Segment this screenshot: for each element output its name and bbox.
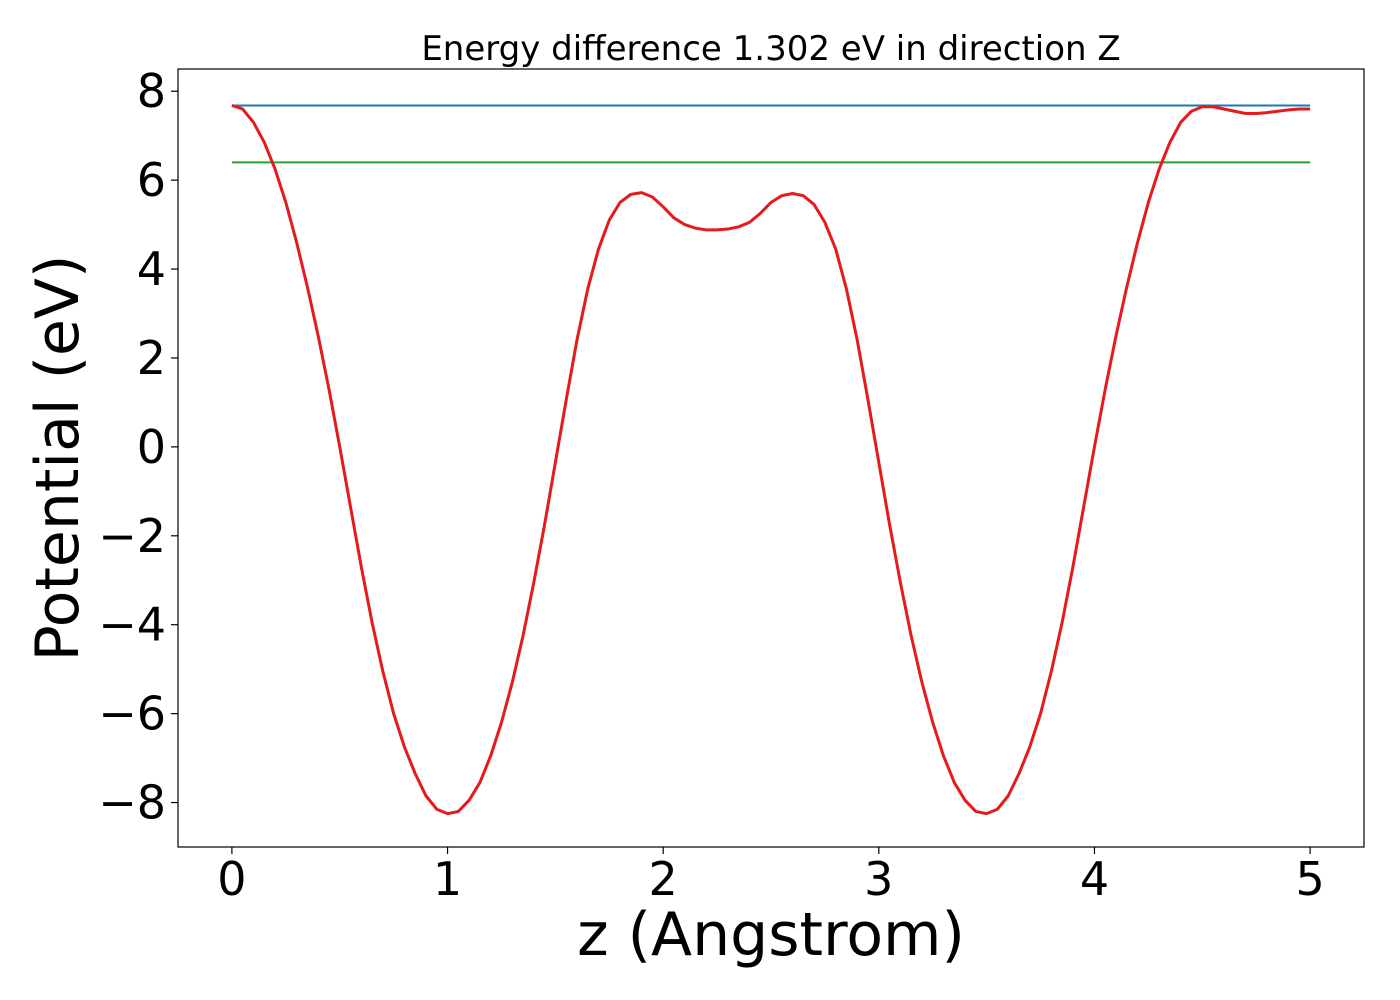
plot-area bbox=[178, 69, 1364, 847]
chart-title: Energy difference 1.302 eV in direction … bbox=[421, 29, 1120, 69]
y-axis: 8 6 4 2 0 −2 −4 −6 −8 bbox=[98, 64, 178, 830]
y-tick-label: −2 bbox=[98, 509, 166, 563]
y-tick-label: 6 bbox=[137, 153, 166, 207]
x-tick-label: 2 bbox=[649, 852, 678, 906]
x-axis: 0 1 2 3 4 5 bbox=[217, 847, 1325, 906]
y-tick-label: 4 bbox=[137, 242, 166, 296]
series-layer bbox=[231, 104, 1311, 816]
y-tick-label: −8 bbox=[98, 776, 166, 830]
y-tick-label: 0 bbox=[137, 420, 166, 474]
x-tick-label: 5 bbox=[1295, 852, 1324, 906]
series-line-2 bbox=[231, 104, 1311, 816]
y-axis-label: Potential (eV) bbox=[23, 255, 93, 662]
y-tick-label: 2 bbox=[137, 331, 166, 385]
x-tick-label: 0 bbox=[217, 852, 246, 906]
x-tick-label: 4 bbox=[1080, 852, 1109, 906]
y-tick-label: −6 bbox=[98, 687, 166, 741]
x-tick-label: 3 bbox=[864, 852, 893, 906]
plot-frame bbox=[177, 68, 1365, 848]
y-tick-label: 8 bbox=[137, 64, 166, 118]
x-tick-label: 1 bbox=[433, 852, 462, 906]
x-axis-label: z (Angstrom) bbox=[577, 900, 965, 970]
y-tick-label: −4 bbox=[98, 598, 166, 652]
